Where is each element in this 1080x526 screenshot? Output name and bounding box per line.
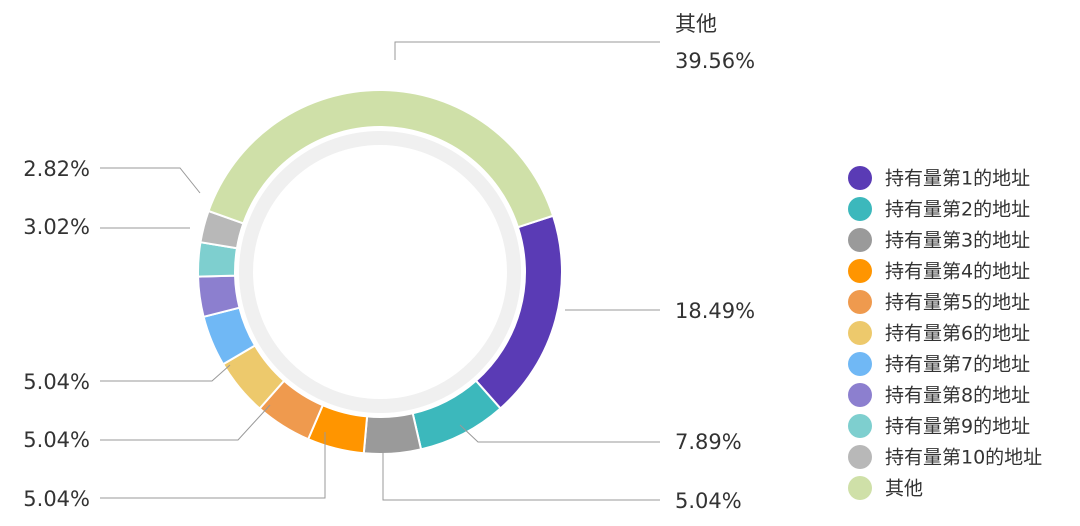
- legend-marker: [848, 476, 872, 500]
- legend-marker: [848, 197, 872, 221]
- leader-line: [382, 432, 660, 501]
- data-label: 5.04%: [23, 428, 90, 452]
- legend-marker: [848, 383, 872, 407]
- legend-label: 持有量第5的地址: [885, 292, 1030, 314]
- data-label-name: 其他: [675, 12, 717, 36]
- legend-label: 持有量第6的地址: [885, 323, 1030, 345]
- data-label: 5.04%: [675, 489, 742, 513]
- data-label: 39.56%: [675, 49, 755, 73]
- leader-line: [100, 364, 231, 382]
- legend-label: 持有量第10的地址: [885, 447, 1042, 469]
- legend-label: 持有量第4的地址: [885, 261, 1030, 283]
- legend-marker: [848, 228, 872, 252]
- donut-slice: [362, 412, 423, 455]
- donut-slice: [474, 214, 563, 410]
- leader-line: [459, 424, 660, 443]
- leader-line: [394, 41, 660, 60]
- legend-marker: [848, 290, 872, 314]
- legend-label: 其他: [885, 478, 923, 500]
- legend-marker: [848, 414, 872, 438]
- data-label: 3.02%: [23, 215, 90, 239]
- legend-label: 持有量第2的地址: [885, 199, 1030, 221]
- legend-marker: [848, 321, 872, 345]
- leader-line: [100, 432, 326, 499]
- inner-ring: [239, 131, 521, 413]
- data-label: 18.49%: [675, 299, 755, 323]
- legend-marker: [848, 259, 872, 283]
- legend-label: 持有量第1的地址: [885, 168, 1030, 190]
- donut-slice: [207, 89, 555, 229]
- legend-label: 持有量第7的地址: [885, 354, 1030, 376]
- legend-label: 持有量第8的地址: [885, 385, 1030, 407]
- data-label: 2.82%: [23, 157, 90, 181]
- data-label: 7.89%: [675, 430, 742, 454]
- legend-marker: [848, 445, 872, 469]
- legend-label: 持有量第9的地址: [885, 416, 1030, 438]
- legend-marker: [848, 352, 872, 376]
- legend-label: 持有量第3的地址: [885, 230, 1030, 252]
- legend-marker: [848, 166, 872, 190]
- data-label: 5.04%: [23, 370, 90, 394]
- leader-line: [100, 167, 201, 194]
- leader-line: [100, 404, 271, 441]
- data-label: 5.04%: [23, 487, 90, 511]
